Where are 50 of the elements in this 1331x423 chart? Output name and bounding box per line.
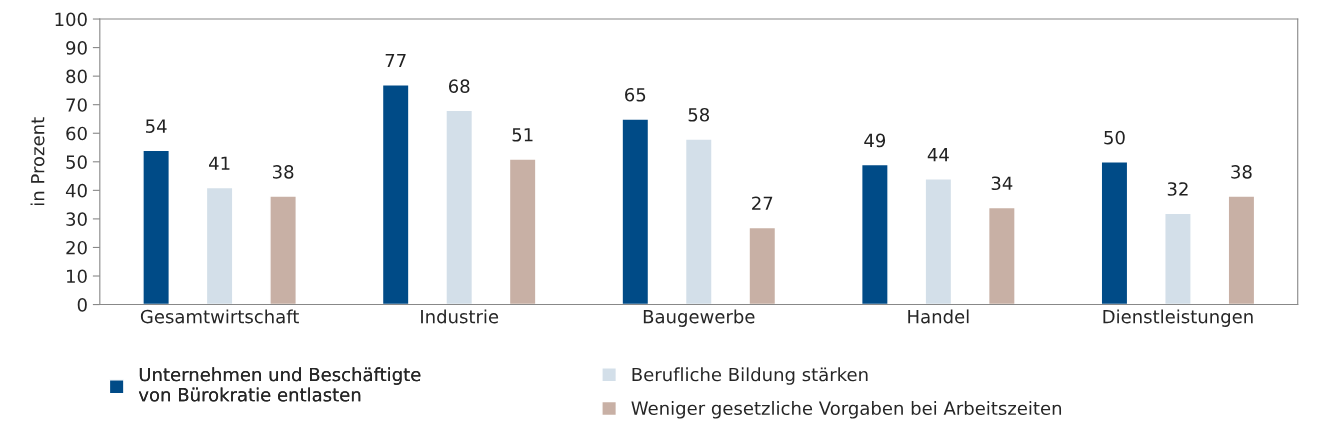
x-tick-label: Gesamtwirtschaft [140,309,299,324]
x-tick-label: Industrie [421,309,499,324]
bar [684,138,713,305]
bar [621,118,650,305]
x-tick-label: Dienstleistungen [1103,309,1253,327]
legend-label: Berufliche Bildung stärken [632,367,868,385]
data-label: 51 [512,128,533,142]
y-tick-label: 40 [65,183,87,198]
y-tick-label: 80 [66,69,87,84]
bar [205,186,234,305]
y-axis-title: in Prozent [30,117,45,206]
y-tick-label: 0 [77,298,87,312]
data-label: 54 [146,119,167,133]
y-tick-label: 90 [66,41,87,55]
legend-label: Unternehmen und Beschäftigte von Bürokratie entlasten [138,367,421,402]
data-label: 41 [209,156,230,170]
bar [924,178,953,305]
data-label: 65 [625,87,646,102]
y-tick-label: 50 [66,155,87,169]
bar [860,163,889,305]
data-label: 44 [927,148,949,162]
y-tick-label: 30 [66,212,87,227]
legend-label: Weniger gesetzliche Vorgaben bei Arbeitszeiten [631,401,1062,419]
bar [142,149,170,305]
data-label: 50 [1104,130,1125,145]
data-label: 58 [688,107,710,122]
bar [445,109,474,305]
data-label: 49 [864,133,886,148]
bar [987,206,1016,305]
bar [748,226,777,305]
y-tick-label: 20 [66,240,87,255]
data-label: 32 [1167,182,1188,196]
bar [1164,212,1192,305]
y-tick-label: 60 [66,126,87,141]
bar [1227,195,1256,305]
x-tick-label: Baugewerbe [643,309,755,327]
data-label: 38 [272,165,294,179]
data-label: 68 [448,79,470,94]
bar [269,195,297,305]
y-tick-label: 70 [66,98,87,112]
y-tick-label: 100 [55,12,87,27]
bar [508,158,537,305]
data-label: 34 [991,176,1013,191]
bar [381,84,410,305]
data-label: 38 [1231,165,1252,179]
x-tick-label: Handel [908,309,969,324]
bar [1100,161,1129,305]
data-label: 77 [385,53,406,68]
y-tick-label: 10 [67,269,87,284]
data-label: 27 [752,196,773,210]
